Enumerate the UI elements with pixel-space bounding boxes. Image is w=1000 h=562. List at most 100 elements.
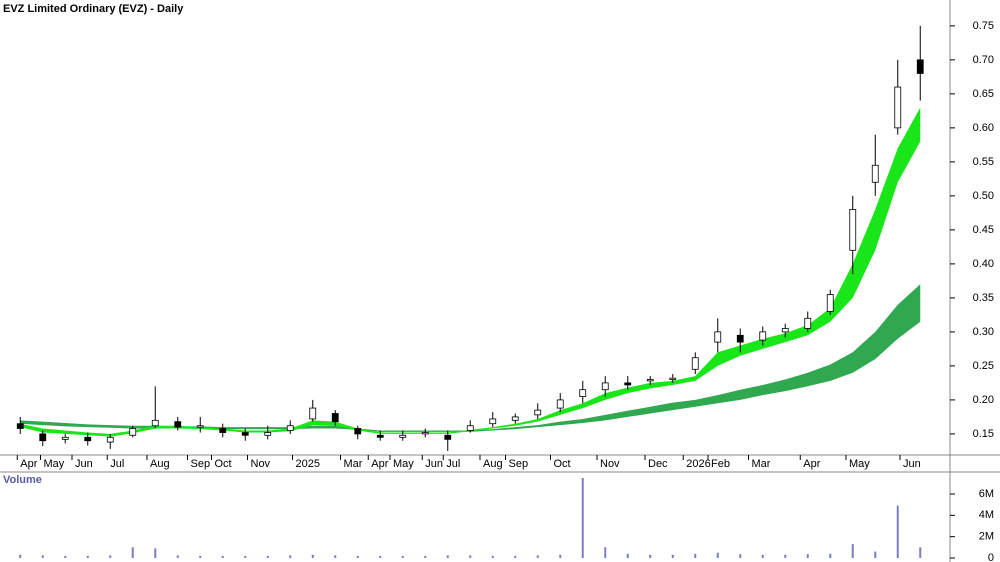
candle-body (444, 434, 452, 440)
volume-bar (491, 555, 494, 558)
volume-bar (626, 553, 629, 558)
volume-bar (604, 547, 607, 558)
chart-title: EVZ Limited Ordinary (EVZ) - Daily (3, 3, 184, 15)
volume-bar (784, 554, 787, 558)
volume-bar (874, 551, 877, 558)
candle-body (309, 407, 317, 420)
candle-body (39, 433, 47, 442)
y-tick-label: 0.70 (973, 54, 994, 66)
x-tick-label: May (849, 458, 870, 470)
candle-body (241, 432, 249, 436)
volume-bar (424, 555, 427, 558)
volume-bar (649, 554, 652, 558)
volume-bar (19, 554, 22, 558)
candle-body (421, 432, 429, 435)
candle-body (376, 434, 384, 438)
x-tick-label: Jul (110, 458, 124, 470)
x-tick-label: Nov (251, 458, 271, 470)
candle-body (556, 399, 564, 409)
x-tick-label: May (44, 458, 65, 470)
volume-title: Volume (3, 474, 42, 486)
candle-body (331, 413, 339, 423)
x-tick-label: Oct (554, 458, 571, 470)
x-tick-label: Mar (752, 458, 771, 470)
candle-body (84, 436, 92, 442)
volume-bar (131, 547, 134, 558)
y-tick-label: 6M (979, 488, 994, 500)
volume-bar (109, 555, 112, 558)
volume-bar (266, 555, 269, 558)
candle-body (871, 164, 879, 183)
volume-bar (919, 547, 922, 558)
x-tick-label: May (393, 458, 414, 470)
candle-body (196, 425, 204, 428)
y-tick-label: 0.45 (973, 224, 994, 236)
volume-bar (851, 544, 854, 558)
x-tick-label: Jun (903, 458, 921, 470)
candle-body (174, 421, 182, 428)
candle-body (151, 419, 159, 427)
y-tick-label: 0.75 (973, 20, 994, 32)
volume-bar (199, 555, 202, 558)
volume-bar (694, 553, 697, 558)
y-tick-label: 0 (988, 552, 994, 562)
x-tick-label: 2026 (686, 458, 710, 470)
volume-bar (289, 555, 292, 558)
y-tick-label: 0.20 (973, 394, 994, 406)
y-tick-label: 0.35 (973, 292, 994, 304)
volume-bar (806, 554, 809, 558)
volume-bar (761, 554, 764, 558)
x-tick-label: Aug (483, 458, 503, 470)
candle-body (264, 432, 272, 436)
x-tick-label: Aug (150, 458, 170, 470)
volume-bar (581, 478, 584, 558)
y-tick-label: 0.60 (973, 122, 994, 134)
x-tick-label: Oct (215, 458, 232, 470)
x-tick-label: Apr (20, 458, 37, 470)
volume-bar (446, 555, 449, 558)
volume-bar (244, 555, 247, 558)
candle-body (826, 294, 834, 312)
volume-bar (514, 555, 517, 558)
y-tick-label: 0.15 (973, 428, 994, 440)
candle-body (804, 317, 812, 329)
x-tick-label: Jun (75, 458, 93, 470)
candle-body (16, 423, 24, 429)
x-tick-label: Apr (371, 458, 388, 470)
volume-bar (176, 555, 179, 558)
x-tick-label: 2025 (296, 458, 320, 470)
candle-body (354, 428, 362, 435)
volume-bar (716, 552, 719, 558)
candle-body (106, 436, 114, 443)
volume-bar (311, 554, 314, 558)
candle-body (736, 334, 744, 343)
x-tick-label: Mar (344, 458, 363, 470)
candle-body (61, 436, 69, 440)
volume-bar (559, 554, 562, 558)
candle-body (759, 331, 767, 341)
x-tick-label: Sep (191, 458, 211, 470)
x-tick-label: Jun (425, 458, 443, 470)
candle-body (399, 434, 407, 438)
y-tick-label: 0.30 (973, 326, 994, 338)
volume-bar (739, 554, 742, 558)
candle-body (286, 425, 294, 431)
volume-bar (86, 555, 89, 558)
candle-body (669, 377, 677, 380)
candle-body (691, 357, 699, 370)
candle-body (466, 425, 474, 431)
volume-bar (356, 555, 359, 558)
volume-bar (64, 555, 67, 558)
y-tick-label: 4M (979, 509, 994, 521)
candle-body (646, 379, 654, 382)
x-tick-label: Dec (648, 458, 668, 470)
volume-bar (221, 555, 224, 558)
x-tick-label: Nov (600, 458, 620, 470)
x-tick-label: Jul (446, 458, 460, 470)
x-tick-label: Feb (711, 458, 730, 470)
volume-bar (379, 555, 382, 558)
candle-body (219, 428, 227, 433)
y-tick-label: 0.25 (973, 360, 994, 372)
